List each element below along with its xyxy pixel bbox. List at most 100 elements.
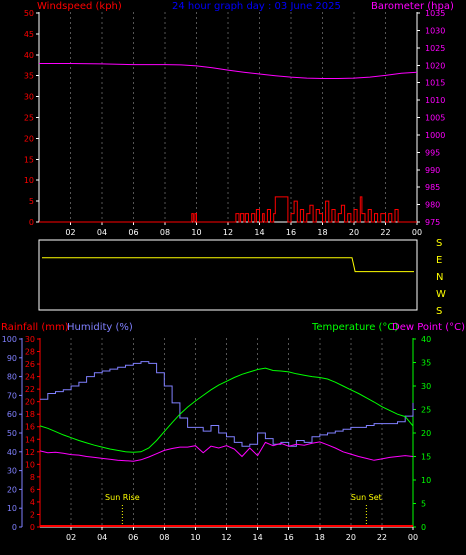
rain-tick-label: 2 — [30, 510, 35, 519]
rain-tick-label: 16 — [25, 423, 35, 432]
rain-tick-label: 28 — [25, 348, 35, 357]
humidity-tick-label: 60 — [7, 410, 17, 419]
panel1-x-tick-label: 10 — [191, 228, 201, 237]
humidity-axis-label: Humidity (%) — [67, 322, 133, 333]
panel1-x-tick-label: 16 — [286, 228, 296, 237]
humidity-tick-label: 100 — [2, 335, 17, 344]
sun-marker-label: Sun Set — [351, 493, 382, 502]
humidity-tick-label: 20 — [7, 485, 17, 494]
panel1-x-tick-label: 02 — [65, 228, 75, 237]
panel3-x-tick-label: 02 — [66, 533, 76, 542]
temperature-tick-label: 20 — [421, 429, 431, 438]
windspeed-line — [39, 196, 417, 223]
direction-label: W — [436, 289, 446, 300]
humidity-tick-label: 50 — [7, 429, 17, 438]
panel1-x-tick-label: 04 — [97, 228, 107, 237]
direction-label: E — [436, 255, 442, 266]
temperature-tick-label: 5 — [421, 500, 426, 509]
panel3-x-tick-label: 04 — [97, 533, 107, 542]
barometer-tick-label: 1015 — [425, 79, 445, 88]
rain-tick-label: 4 — [30, 498, 35, 507]
panel1-x-tick-label: 08 — [160, 228, 170, 237]
windspeed-tick-label: 25 — [24, 114, 34, 123]
barometer-tick-label: 995 — [425, 148, 440, 157]
windspeed-axis-label: Windspeed (kph) — [37, 1, 122, 12]
humidity-tick-label: 0 — [12, 523, 17, 532]
rain-tick-label: 6 — [30, 485, 35, 494]
barometer-tick-label: 985 — [425, 183, 440, 192]
barometer-line — [39, 63, 418, 79]
rain-tick-label: 14 — [25, 435, 35, 444]
temperature-axis-label: Temperature (°C) — [311, 322, 398, 333]
panel1-x-tick-label: 18 — [317, 228, 327, 237]
temperature-tick-label: 35 — [421, 359, 431, 368]
windspeed-tick-label: 30 — [24, 93, 34, 102]
humidity-tick-label: 70 — [7, 391, 17, 400]
temperature-tick-label: 30 — [421, 382, 431, 391]
rainfall-axis-label: Rainfall (mm) — [1, 322, 69, 333]
temperature-tick-label: 15 — [421, 453, 431, 462]
panel3-x-tick-label: 10 — [190, 533, 200, 542]
direction-label: S — [436, 306, 442, 317]
panel3-x-tick-label: 06 — [128, 533, 138, 542]
rain-tick-label: 8 — [30, 473, 35, 482]
windspeed-tick-label: 10 — [24, 176, 34, 185]
sun-marker-label: Sun Rise — [105, 493, 140, 502]
panel1-x-tick-label: 22 — [380, 228, 390, 237]
temperature-tick-label: 40 — [421, 335, 431, 344]
rain-tick-label: 12 — [25, 448, 35, 457]
panel1-x-tick-label: 20 — [349, 228, 359, 237]
panel3-x-tick-label: 20 — [346, 533, 356, 542]
barometer-axis-label: Barometer (hpa) — [371, 1, 454, 12]
humidity-tick-label: 80 — [7, 373, 17, 382]
windspeed-tick-label: 45 — [24, 30, 34, 39]
rain-tick-label: 18 — [25, 410, 35, 419]
temperature-line — [39, 367, 414, 453]
rain-tick-label: 0 — [30, 523, 35, 532]
barometer-tick-label: 1000 — [425, 131, 445, 140]
panel3-x-tick-label: 14 — [252, 533, 262, 542]
direction-label: S — [436, 238, 442, 249]
humidity-tick-label: 40 — [7, 448, 17, 457]
dew-point-line — [39, 441, 414, 462]
panel1-x-tick-label: 00 — [412, 228, 422, 237]
panel1-x-tick-label: 14 — [254, 228, 264, 237]
direction-frame — [38, 239, 418, 311]
panel3-x-tick-label: 18 — [315, 533, 325, 542]
barometer-tick-label: 1025 — [425, 44, 445, 53]
direction-label: N — [436, 272, 443, 283]
rain-tick-label: 24 — [25, 373, 35, 382]
barometer-tick-label: 1030 — [425, 26, 445, 35]
humidity-tick-label: 10 — [7, 504, 17, 513]
barometer-tick-label: 975 — [425, 218, 440, 227]
humidity-tick-label: 30 — [7, 467, 17, 476]
panel3-x-tick-label: 12 — [221, 533, 231, 542]
panel1-x-tick-label: 06 — [128, 228, 138, 237]
rain-tick-label: 26 — [25, 360, 35, 369]
humidity-line — [40, 361, 414, 447]
barometer-tick-label: 1005 — [425, 114, 445, 123]
panel3-x-tick-label: 16 — [284, 533, 294, 542]
rain-tick-label: 30 — [25, 335, 35, 344]
temperature-tick-label: 0 — [421, 523, 426, 532]
panel3-x-tick-label: 00 — [408, 533, 418, 542]
panel3-x-tick-label: 08 — [159, 533, 169, 542]
barometer-tick-label: 980 — [425, 201, 440, 210]
barometer-tick-label: 1020 — [425, 61, 445, 70]
graph-title: 24 hour graph day : 03 June 2025 — [172, 1, 341, 12]
barometer-tick-label: 1035 — [425, 9, 445, 18]
humidity-tick-label: 90 — [7, 354, 17, 363]
windspeed-tick-label: 0 — [29, 218, 34, 227]
panel1-x-tick-label: 12 — [223, 228, 233, 237]
temperature-tick-label: 25 — [421, 406, 431, 415]
rain-tick-label: 22 — [25, 385, 35, 394]
rain-tick-label: 20 — [25, 398, 35, 407]
windspeed-tick-label: 35 — [24, 72, 34, 81]
wind-direction-line — [42, 257, 414, 273]
windspeed-tick-label: 5 — [29, 197, 34, 206]
dewpoint-axis-label: Dew Point (°C) — [392, 322, 465, 333]
windspeed-tick-label: 15 — [24, 155, 34, 164]
temperature-tick-label: 10 — [421, 476, 431, 485]
windspeed-tick-label: 20 — [24, 134, 34, 143]
